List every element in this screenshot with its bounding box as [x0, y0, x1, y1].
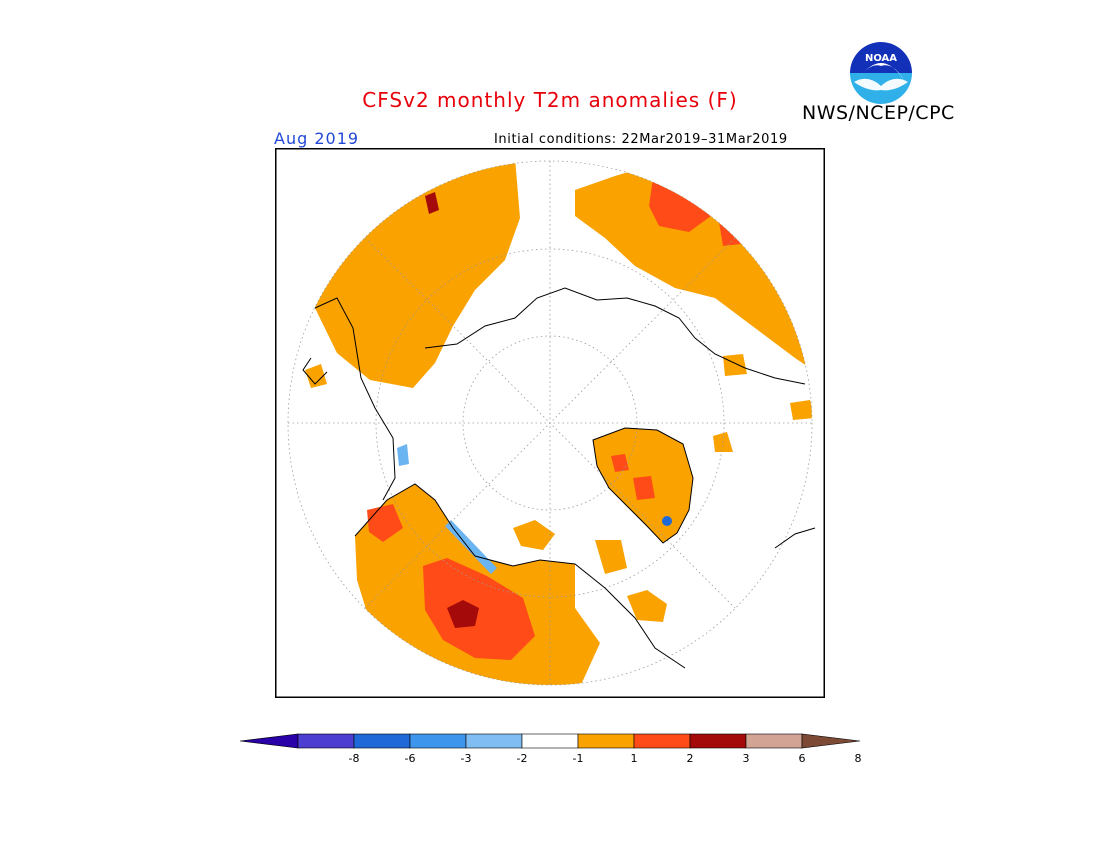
colorbar-legend: -8 -6 -3 -2 -1 1 2 3 6 8 [238, 728, 862, 772]
colorbar-tick-label: -2 [517, 752, 528, 765]
colorbar-bin [297, 733, 355, 749]
colorbar-bin [577, 733, 635, 749]
polar-map [275, 148, 825, 698]
colorbar-bin [689, 733, 747, 749]
colorbar-bin [465, 733, 523, 749]
coastlines [302, 287, 816, 669]
colorbar-bin [633, 733, 691, 749]
graticule [287, 160, 813, 686]
colorbar-tick-label: 2 [687, 752, 694, 765]
colorbar-bin [239, 733, 299, 749]
map-border [275, 148, 825, 698]
logo-text: NOAA [865, 53, 897, 64]
agency-label: NWS/NCEP/CPC [802, 102, 955, 124]
initial-conditions: Initial conditions: 22Mar2019–31Mar2019 [494, 132, 788, 147]
colorbar-tick-label: 3 [743, 752, 750, 765]
colorbar-bin [801, 733, 861, 749]
colorbar-bin [353, 733, 411, 749]
colorbar-tick-label: 1 [631, 752, 638, 765]
colorbar-tick-label: -8 [349, 752, 360, 765]
colorbar-tick-label: -6 [405, 752, 416, 765]
anomaly-3-to-6-region [425, 192, 479, 628]
map-title: CFSv2 monthly T2m anomalies (F) [362, 88, 738, 112]
noaa-logo: NOAA [848, 40, 914, 106]
colorbar-tick-label: -1 [573, 752, 584, 765]
colorbar-bin [745, 733, 803, 749]
colorbar-bin [521, 733, 579, 749]
colorbar-tick-label: 8 [855, 752, 862, 765]
negative-anomaly-region [397, 444, 672, 574]
colorbar-tick-label: -3 [461, 752, 472, 765]
forecast-month: Aug 2019 [274, 129, 360, 148]
anomaly-1-to-2-region [305, 161, 812, 685]
colorbar-bin [409, 733, 467, 749]
colorbar-tick-label: 6 [799, 752, 806, 765]
